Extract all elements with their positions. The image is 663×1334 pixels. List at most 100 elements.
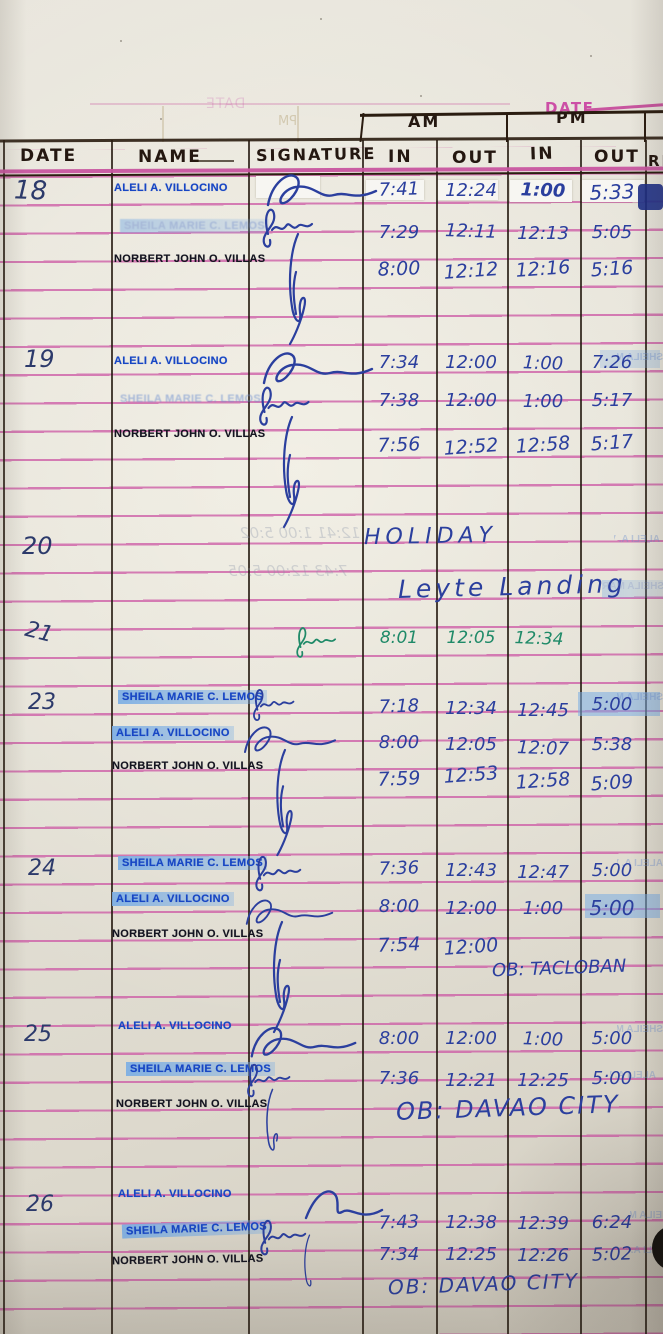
time-am-in: 7:38 bbox=[378, 390, 420, 411]
signature-scrawl bbox=[244, 726, 336, 753]
date-cell: 24 bbox=[28, 856, 56, 881]
signature-scrawl bbox=[259, 386, 310, 426]
signature-scrawl bbox=[253, 689, 295, 721]
time-pm-in: 12:25 bbox=[517, 1070, 569, 1091]
time-pm-in: 12:58 bbox=[514, 768, 572, 794]
time-am-in: 7:54 bbox=[377, 933, 421, 957]
date-cell: 18 bbox=[13, 175, 48, 207]
dust-speck bbox=[160, 118, 162, 120]
dust-speck bbox=[120, 40, 122, 42]
signature-scrawl bbox=[260, 1219, 307, 1256]
time-pm-in: 12:16 bbox=[514, 256, 572, 282]
name-stamp: NORBERT JOHN O. VILLAS bbox=[116, 1098, 268, 1110]
time-pm-out: 5:00 bbox=[591, 694, 633, 715]
time-pm-in: 1:00 bbox=[522, 898, 564, 919]
time-am-in: 7:36 bbox=[378, 857, 420, 880]
signature-scrawl bbox=[266, 174, 378, 207]
time-pm-out: 7:26 bbox=[591, 352, 633, 373]
time-am-in: 7:59 bbox=[377, 767, 421, 791]
time-pm-out: 5:33 bbox=[589, 179, 635, 205]
time-am-out: 12:38 bbox=[445, 1212, 497, 1233]
column-line bbox=[362, 140, 364, 1334]
time-am-in: 7:34 bbox=[378, 352, 420, 373]
name-stamp: ALELI A. VILLOCINO bbox=[112, 726, 234, 740]
highlighter-mark bbox=[578, 692, 660, 716]
time-am-out: 12:25 bbox=[445, 1244, 497, 1265]
name-stamp: SHEILA MARIE C. LEMOS bbox=[118, 690, 267, 704]
time-pm-in: 12:34 bbox=[514, 628, 564, 650]
correction-tape-patch bbox=[510, 180, 572, 202]
time-am-in: 8:01 bbox=[379, 628, 419, 648]
time-pm-in: 12:26 bbox=[517, 1245, 569, 1266]
name-stamp: SHEILA MARIE C. LEMOS bbox=[126, 1062, 275, 1076]
time-am-out: 12:00 bbox=[445, 1028, 497, 1049]
ghost-rule-line bbox=[90, 103, 510, 105]
name-stamp: SHEILA MARIE C. LEMOS bbox=[120, 393, 261, 405]
name-stamp: ALELI A. VILLOCINO bbox=[118, 1188, 232, 1200]
time-am-in: 8:00 bbox=[377, 257, 421, 281]
column-line bbox=[3, 140, 5, 1334]
signature-scrawl bbox=[296, 627, 337, 658]
binder-clip-shadow bbox=[652, 1226, 663, 1270]
time-am-out: 12:24 bbox=[445, 180, 497, 201]
highlighter-mark bbox=[585, 894, 660, 918]
ghost-table-line bbox=[297, 106, 299, 142]
correction-tape-patch bbox=[366, 180, 424, 200]
time-pm-in: 1:00 bbox=[520, 179, 566, 202]
holiday-note: HOLIDAY bbox=[363, 522, 498, 551]
date-column-header: DATE bbox=[20, 146, 78, 166]
time-am-out: 12:34 bbox=[445, 698, 497, 719]
signature-column-header: SIGNATURE bbox=[255, 143, 377, 166]
ghost-mirrored-pm: PM bbox=[278, 114, 298, 129]
name-stamp: ALELI A. VILLOCINO bbox=[112, 892, 234, 906]
signature-scrawl bbox=[288, 232, 306, 346]
time-pm-out: 5:09 bbox=[589, 770, 635, 796]
ghost-times: 7:43 12:00 5:05 bbox=[228, 562, 349, 580]
signature-scrawl bbox=[250, 1027, 357, 1058]
signature-scrawl bbox=[245, 899, 334, 925]
column-line bbox=[580, 140, 582, 1334]
signature-scrawl bbox=[262, 208, 314, 248]
date-cell: 23 bbox=[28, 690, 56, 715]
time-am-out: 12:00 bbox=[442, 934, 500, 960]
time-am-out: 12:11 bbox=[444, 220, 498, 243]
am-pm-band-line bbox=[359, 110, 663, 117]
signature-scrawl bbox=[304, 1234, 312, 1287]
name-stamp: NORBERT JOHN O. VILLAS bbox=[114, 428, 266, 440]
highlighter-mark bbox=[600, 350, 660, 368]
pm-out-column-header: OUT bbox=[594, 147, 640, 167]
time-pm-in: 1:00 bbox=[522, 391, 564, 412]
name-column-header: NAME bbox=[138, 147, 202, 167]
time-pm-out: 5:38 bbox=[591, 734, 633, 755]
signature-scrawl bbox=[282, 415, 300, 529]
band-stub bbox=[644, 111, 646, 142]
name-stamp: SHEILA MARIE C. LEMOS bbox=[120, 219, 269, 233]
ghost-times: 12:41 1:00 5:02 bbox=[240, 524, 361, 542]
time-pm-in: 12:47 bbox=[517, 862, 569, 883]
signature-scrawl bbox=[272, 920, 290, 1034]
time-pm-out: 5:00 bbox=[591, 1068, 633, 1089]
time-pm-out: 5:16 bbox=[589, 256, 635, 282]
correction-tape-patch bbox=[438, 180, 498, 200]
time-pm-out: 6:24 bbox=[591, 1212, 633, 1233]
ink-smudge bbox=[638, 184, 663, 210]
time-am-out: 12:00 bbox=[445, 898, 497, 919]
time-pm-in: 12:07 bbox=[516, 737, 570, 760]
time-am-out: 12:43 bbox=[445, 860, 497, 881]
signature-scrawl bbox=[276, 748, 293, 857]
time-pm-out: 5:02 bbox=[591, 1243, 633, 1266]
name-stamp: NORBERT JOHN O. VILLAS bbox=[114, 253, 266, 265]
time-pm-in: 12:13 bbox=[517, 223, 569, 244]
dust-speck bbox=[320, 18, 322, 20]
time-pm-out: 5:00 bbox=[591, 1028, 633, 1049]
dust-speck bbox=[420, 95, 422, 97]
signature-scrawl bbox=[255, 855, 302, 892]
time-am-in: 7:56 bbox=[377, 433, 421, 457]
dust-speck bbox=[590, 55, 592, 57]
name-stamp: SHEILA MARIE C. LEMOS bbox=[118, 856, 267, 870]
time-am-in: 8:00 bbox=[378, 896, 420, 917]
date-cell: 19 bbox=[24, 345, 55, 373]
time-pm-in: 12:45 bbox=[517, 700, 569, 721]
time-pm-out: 5:05 bbox=[591, 222, 633, 243]
time-pm-out: 5:00 bbox=[589, 896, 635, 920]
